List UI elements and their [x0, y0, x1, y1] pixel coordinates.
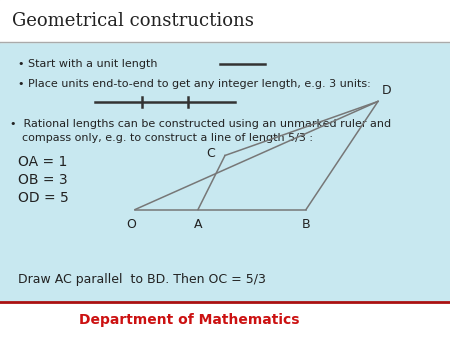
Text: • Start with a unit length: • Start with a unit length [18, 59, 158, 69]
Text: OB = 3: OB = 3 [18, 173, 68, 187]
Text: A: A [194, 218, 202, 231]
Text: B: B [302, 218, 310, 231]
Text: compass only, e.g. to construct a line of length 5/3 :: compass only, e.g. to construct a line o… [22, 133, 313, 143]
Bar [0, 0, 450, 42]
Text: Geometrical constructions: Geometrical constructions [12, 12, 254, 30]
Text: OD = 5: OD = 5 [18, 191, 69, 205]
Text: OA = 1: OA = 1 [18, 155, 68, 169]
Text: D: D [382, 84, 392, 97]
Text: O: O [126, 218, 136, 231]
Text: Draw AC parallel  to BD. Then OC = 5/3: Draw AC parallel to BD. Then OC = 5/3 [18, 273, 266, 287]
Text: Department of Mathematics: Department of Mathematics [79, 313, 299, 327]
Text: C: C [206, 147, 215, 160]
Text: •  Rational lengths can be constructed using an unmarked ruler and: • Rational lengths can be constructed us… [10, 119, 391, 129]
Text: • Place units end-to-end to get any integer length, e.g. 3 units:: • Place units end-to-end to get any inte… [18, 79, 371, 89]
Bar [0, 302, 450, 338]
